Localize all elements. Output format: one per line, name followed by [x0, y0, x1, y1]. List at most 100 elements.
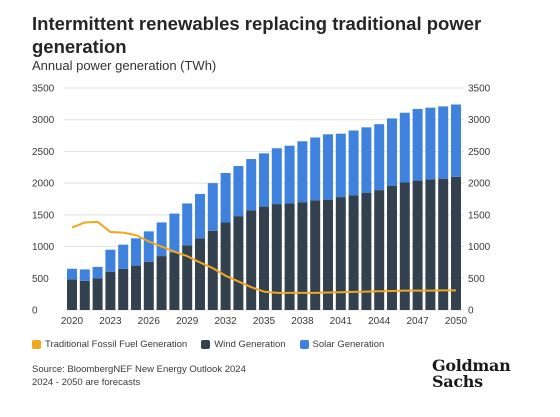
bar-wind	[310, 200, 321, 310]
bar-wind	[259, 206, 269, 310]
bar-solar	[271, 148, 282, 205]
x-tick-label: 2032	[214, 316, 237, 327]
bar-wind	[438, 178, 449, 310]
bar-wind	[425, 179, 436, 310]
bar-solar	[156, 222, 167, 257]
bar-solar	[105, 249, 116, 272]
bar-solar	[67, 268, 77, 280]
bar-wind	[387, 185, 397, 310]
chart-title: Intermittent renewables replacing tradit…	[32, 13, 482, 57]
x-tick-label: 2044	[368, 316, 391, 327]
bar-wind	[361, 192, 372, 310]
y-tick-label-right: 0	[468, 306, 474, 317]
x-tick-label: 2029	[176, 316, 199, 327]
x-tick-label: 2035	[253, 316, 276, 327]
x-tick-label: 2041	[330, 316, 353, 327]
legend-swatch-solar	[299, 340, 309, 349]
bar-wind	[79, 280, 90, 310]
bar-solar	[310, 137, 321, 201]
y-tick-label-right: 1500	[468, 210, 491, 221]
chart-subtitle: Annual power generation (TWh)	[32, 58, 217, 73]
bar-solar	[451, 104, 461, 177]
y-tick-label-right: 500	[468, 274, 485, 285]
bar-solar	[79, 269, 90, 281]
legend-item-fossil: Traditional Fossil Fuel Generation	[32, 339, 187, 350]
logo-line-1: Goldman	[432, 356, 511, 375]
y-tick-label-right: 3500	[468, 84, 491, 95]
bar-solar	[143, 231, 154, 262]
series-line-fossil	[71, 220, 456, 294]
x-tick-label: 2020	[61, 316, 84, 327]
forecast-note: 2024 - 2050 are forecasts	[32, 376, 141, 388]
bar-wind	[246, 210, 257, 310]
y-tick-label-left: 2500	[32, 147, 55, 158]
legend-label-fossil: Traditional Fossil Fuel Generation	[45, 339, 188, 350]
source-text: Source: BloombergNEF New Energy Outlook …	[32, 364, 246, 375]
bar-solar	[412, 108, 423, 181]
legend-item-wind: Wind Generation	[201, 339, 286, 350]
y-tick-label-right: 2000	[468, 179, 491, 190]
bar-solar	[387, 118, 397, 186]
legend-swatch-fossil	[32, 340, 41, 349]
bar-solar	[207, 183, 218, 231]
y-tick-label-left: 2000	[32, 179, 55, 190]
bar-wind	[105, 271, 116, 310]
bar-wind	[271, 204, 282, 310]
legend: Traditional Fossil Fuel Generation Wind …	[32, 339, 398, 350]
bar-solar	[348, 130, 359, 196]
goldman-sachs-logo: Goldman Sachs	[432, 356, 511, 391]
y-tick-label-right: 2500	[468, 147, 491, 158]
bar-wind	[118, 268, 129, 310]
bar-wind	[284, 203, 295, 310]
source-note: Source: BloombergNEF New Energy Outlook …	[32, 364, 246, 389]
bar-solar	[246, 159, 257, 211]
bar-wind	[233, 216, 244, 310]
bar-solar	[374, 124, 385, 191]
bar-solar	[220, 172, 231, 223]
bar-wind	[348, 195, 359, 310]
bar-wind	[374, 190, 385, 310]
bar-wind	[92, 278, 103, 310]
bar-solar	[131, 238, 141, 266]
bar-wind	[451, 176, 461, 310]
bar-wind	[182, 245, 193, 310]
bar-wind	[195, 238, 205, 310]
y-tick-label-left: 1500	[32, 210, 55, 221]
x-tick-label: 2050	[445, 316, 468, 327]
bar-wind	[67, 279, 77, 310]
bar-solar	[361, 127, 372, 193]
bar-solar	[335, 133, 346, 198]
bar-solar	[182, 203, 193, 246]
bar-wind	[323, 199, 333, 310]
bar-solar	[92, 266, 103, 279]
legend-label-wind: Wind Generation	[214, 339, 286, 350]
bars	[67, 104, 461, 310]
bar-wind	[131, 265, 141, 310]
bar-solar	[118, 244, 129, 269]
bar-wind	[169, 252, 180, 310]
bar-solar	[259, 153, 269, 207]
tick-labels: 0 0 500 500 1000 1000 1500 1500 2000 2000 2500 2500…	[32, 84, 491, 328]
x-tick-label: 2026	[138, 316, 161, 327]
bar-wind	[335, 197, 346, 310]
y-tick-label-right: 1000	[468, 242, 491, 253]
bar-wind	[207, 230, 218, 310]
x-tick-label: 2023	[99, 316, 122, 327]
x-tick-label: 2038	[291, 316, 314, 327]
y-tick-label-left: 1000	[32, 242, 55, 253]
bar-solar	[195, 193, 205, 239]
legend-item-solar: Solar Generation	[299, 339, 384, 350]
logo-line-2: Sachs	[432, 372, 483, 391]
x-tick-label: 2047	[406, 316, 429, 327]
bar-wind	[143, 261, 154, 310]
bar-wind	[399, 182, 410, 310]
bar-wind	[220, 222, 231, 310]
y-tick-label-right: 3000	[468, 115, 491, 126]
bar-solar	[438, 106, 449, 179]
y-tick-label-left: 3500	[32, 84, 55, 95]
bar-wind	[297, 202, 308, 310]
bar-solar	[425, 107, 436, 180]
bar-solar	[323, 134, 333, 200]
bar-solar	[399, 112, 410, 183]
y-tick-label-left: 500	[32, 274, 49, 285]
